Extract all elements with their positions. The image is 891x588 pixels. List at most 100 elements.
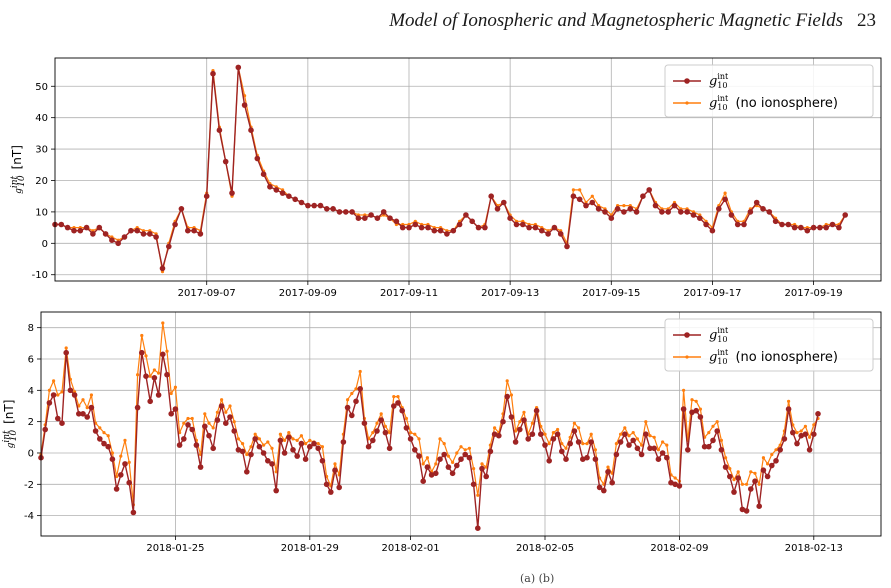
data-point [676,483,683,489]
data-point [606,465,610,469]
data-point [316,442,320,446]
data-point [728,212,735,218]
data-point [673,476,677,480]
data-point [836,224,842,231]
data-point [140,333,144,338]
data-point [353,398,359,405]
data-point [757,482,761,486]
data-point [84,414,90,420]
data-point [98,426,102,430]
data-point [279,190,286,196]
data-point [694,399,698,403]
y-tick-label: 8 [28,323,34,334]
data-point [176,442,183,448]
data-point [697,215,703,221]
data-point [563,456,569,463]
data-point [812,423,816,427]
data-point [273,487,280,494]
data-point [298,199,305,206]
data-point [842,212,848,218]
data-point [346,398,350,402]
data-point [529,431,536,438]
data-point [756,503,762,510]
data-point [283,438,287,442]
data-point [420,478,427,485]
data-point [664,454,670,461]
data-point [706,443,712,450]
data-point [795,431,799,435]
data-point [365,443,372,450]
data-point [711,424,715,428]
data-point [151,375,158,381]
data-point [595,206,602,212]
data-point [476,493,480,497]
data-point [371,431,375,435]
legend-entry-label: gint 10 [709,72,729,90]
data-point [304,442,308,446]
data-point [602,209,608,215]
data-point [617,439,624,445]
data-point [235,447,242,453]
data-point [787,399,791,403]
data-point [421,462,425,466]
data-point [570,193,577,199]
running-title: Model of Ionospheric and Magnetospheric … [389,10,843,31]
data-point [564,446,568,450]
data-point [659,450,666,456]
data-point [798,432,804,439]
data-point [454,462,460,469]
data-point [409,431,413,435]
data-point [302,456,309,463]
data-point [533,407,540,414]
data-point [743,508,750,514]
data-point [631,431,635,435]
y-tick-label: 30 [35,145,48,156]
x-tick-label: 2017-09-11 [380,288,438,299]
data-point [634,445,641,452]
data-point [253,432,257,436]
data-point [155,392,162,398]
page-number: 23 [857,10,876,31]
data-point [311,440,317,447]
data-point [431,227,438,234]
data-point [520,221,526,228]
data-point [71,392,78,398]
data-point [319,458,326,464]
data-point [134,227,140,234]
data-point [512,439,519,445]
data-point [193,442,200,448]
x-tick-label: 2017-09-19 [785,288,843,299]
data-point [123,438,127,442]
data-point [375,421,379,425]
data-point [281,450,288,456]
data-point [593,448,598,452]
data-point [166,243,172,250]
data-point [245,452,249,457]
data-point [487,448,494,455]
y-tick-label: 6 [28,354,34,365]
data-point [584,454,590,461]
data-point [543,432,547,436]
data-point [564,243,570,250]
data-point [383,424,387,428]
data-point [572,421,577,425]
data-point [434,462,438,466]
data-point [60,390,64,394]
data-point [627,434,631,438]
data-point [760,467,767,474]
data-point [270,446,274,450]
data-point [622,431,628,438]
data-point [719,438,724,442]
data-point [292,196,299,203]
data-point [623,426,627,430]
data-point [785,406,792,412]
data-point [83,224,90,231]
data-point [424,464,431,470]
data-point [614,206,621,212]
data-point [463,212,469,218]
data-point [794,440,800,447]
x-tick-label: 2018-02-05 [516,543,574,554]
data-point [102,231,109,237]
x-tick-label: 2017-09-07 [178,288,236,299]
series-line-no-ionosphere [40,322,819,506]
